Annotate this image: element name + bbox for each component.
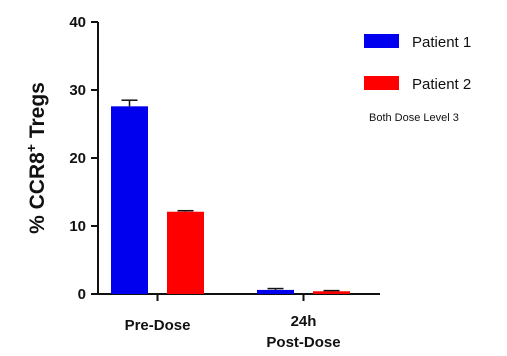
bar: [167, 211, 204, 294]
bar: [313, 291, 350, 294]
y-axis-title-prefix: % CCR8: [26, 152, 49, 234]
dose-level-note: Both Dose Level 3: [369, 112, 459, 124]
legend-label: Patient 2: [412, 76, 471, 93]
x-category-label: 24h: [291, 313, 317, 330]
bar: [257, 289, 294, 294]
y-tick-label: 0: [78, 286, 86, 303]
legend-swatch: [364, 76, 399, 90]
y-axis-title: % CCR8+ Tregs: [23, 82, 49, 234]
y-tick-label: 20: [69, 150, 86, 167]
legend-swatch: [364, 34, 399, 48]
x-axis: Pre-Dose 24h Post-Dose: [97, 293, 380, 351]
y-tick-label: 30: [69, 82, 86, 99]
bars-group: [111, 99, 350, 294]
y-axis-title-suffix: Tregs: [26, 82, 49, 144]
y-axis-title-group: % CCR8+ Tregs: [23, 82, 49, 234]
x-category-label: Pre-Dose: [125, 317, 191, 334]
y-axis: 0 10 20 30 40: [69, 14, 99, 303]
legend: Patient 1 Patient 2: [364, 34, 471, 93]
y-tick-label: 40: [69, 14, 86, 31]
legend-label: Patient 1: [412, 34, 471, 51]
bar: [111, 106, 148, 294]
y-tick-label: 10: [69, 218, 86, 235]
x-category-label: Post-Dose: [266, 334, 340, 351]
y-axis-title-superscript: +: [23, 144, 39, 152]
